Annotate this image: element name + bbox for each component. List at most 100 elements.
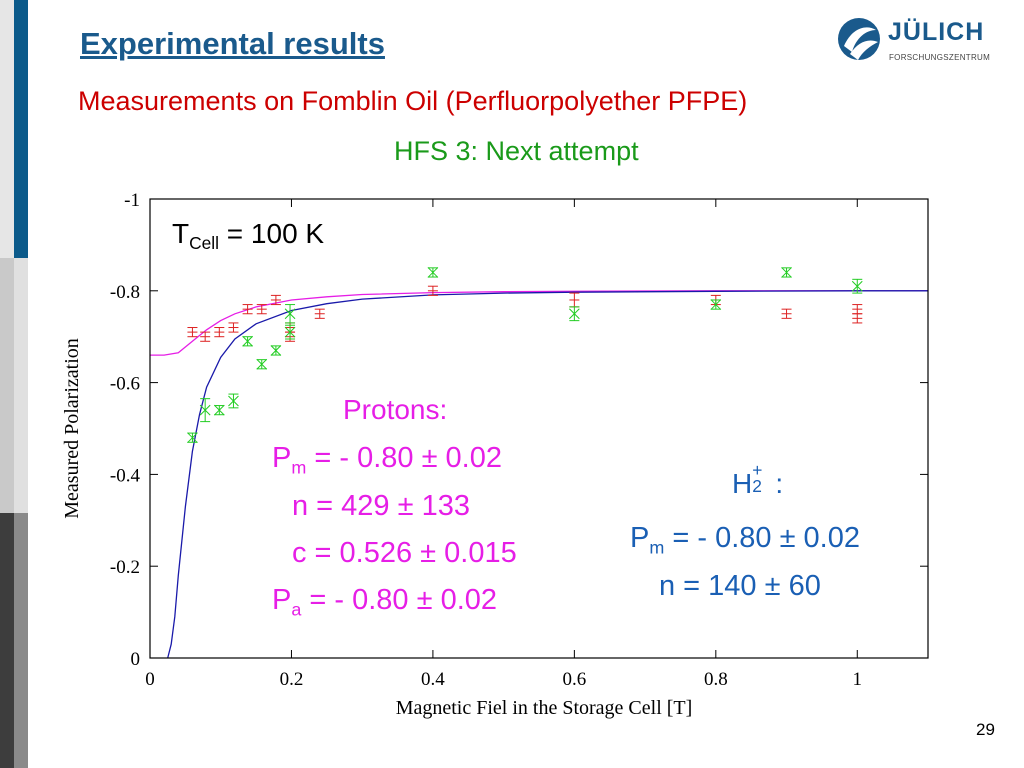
- protons-heading: Protons:: [343, 394, 448, 425]
- protons-c: c = 0.526 ± 0.015: [292, 537, 517, 569]
- h2-superscript: +: [752, 460, 763, 481]
- x-tick-label: 0: [145, 669, 155, 690]
- proton-data-point: [781, 308, 792, 319]
- h2-data-point: [851, 278, 863, 294]
- fit-curves: [150, 290, 928, 659]
- x-tick-label: 0.4: [421, 669, 445, 690]
- slide-subtitle-secondary: HFS 3: Next attempt: [394, 136, 639, 166]
- x-marker: [569, 308, 580, 320]
- side-stripe-middle-accent: [14, 258, 28, 513]
- h2-data-point: [256, 358, 268, 370]
- proton-data-point: [852, 313, 863, 324]
- side-stripe-bottom-accent: [14, 513, 28, 768]
- x-marker: [427, 267, 439, 278]
- h2-n: n = 140 ± 60: [659, 570, 821, 602]
- proton-data-point: [270, 294, 281, 306]
- h2-data-point: [228, 393, 239, 409]
- h2-data-point: [710, 299, 722, 310]
- protons-pa: Pa = - 0.80 ± 0.02: [272, 584, 498, 620]
- protons-n: n = 429 ± 133: [292, 490, 470, 522]
- h2-heading: H +2 :: [732, 460, 784, 500]
- h2-data-point: [569, 306, 580, 322]
- logo-tagline: FORSCHUNGSZENTRUM: [889, 53, 991, 62]
- t-cell-value: = 100 K: [219, 218, 325, 249]
- side-stripe-bottom: [0, 513, 28, 768]
- x-axis-title: Magnetic Fiel in the Storage Cell [T]: [396, 697, 693, 719]
- protons-pm-value: = - 0.80 ± 0.02: [306, 442, 502, 474]
- proton-data-point: [214, 327, 225, 338]
- julich-logo: JÜLICH FORSCHUNGSZENTRUM: [836, 16, 1006, 70]
- side-stripe-top: [0, 0, 28, 258]
- protons-pm-subscript: m: [291, 457, 307, 478]
- h2-pm-subscript: m: [649, 537, 665, 558]
- protons-pm-symbol: P: [272, 442, 292, 474]
- h2-fit-curve: [167, 290, 928, 659]
- y-tick-label: -0.8: [110, 282, 140, 303]
- side-stripe-top-accent: [14, 0, 28, 258]
- x-marker: [710, 299, 722, 310]
- proton-data-point: [242, 304, 253, 315]
- h2-data-point: [187, 432, 198, 444]
- protons-pa-subscript: a: [291, 599, 302, 620]
- proton-fit-curve: [150, 290, 928, 356]
- plot-frame: [149, 198, 929, 659]
- x-tick-label: 1: [853, 669, 863, 690]
- proton-data-point: [228, 322, 239, 333]
- proton-data-point: [852, 304, 863, 315]
- proton-data-point: [427, 285, 438, 296]
- x-marker: [284, 308, 296, 320]
- y-axis-title: Measured Polarization: [61, 338, 83, 519]
- h2-heading-colon: :: [767, 468, 784, 499]
- h2-symbol: H: [732, 468, 753, 499]
- h2-data-point: [427, 267, 439, 278]
- h2-data-point: [284, 304, 296, 324]
- proton-data-point: [256, 304, 267, 315]
- x-tick-label: 0.2: [280, 669, 304, 690]
- h2-data-point: [199, 398, 211, 423]
- x-marker: [781, 267, 792, 278]
- y-tick-label: -0.2: [110, 557, 140, 578]
- t-cell-subscript: Cell: [189, 233, 220, 254]
- x-marker: [242, 335, 253, 347]
- x-marker: [213, 404, 225, 416]
- h2-data-point: [284, 324, 296, 340]
- x-marker: [187, 432, 198, 444]
- data-points: [187, 267, 863, 444]
- proton-data-point: [200, 331, 211, 342]
- y-tick-label: -1: [124, 190, 140, 211]
- h2-pm-symbol: P: [630, 522, 650, 554]
- proton-data-point: [569, 292, 580, 308]
- protons-pa-value: = - 0.80 ± 0.02: [301, 584, 498, 616]
- h2-data-point: [270, 345, 282, 356]
- protons-pa-symbol: P: [272, 584, 292, 616]
- side-stripe-middle: [0, 258, 28, 513]
- slide-title: Experimental results: [80, 26, 385, 61]
- t-cell-symbol: T: [172, 218, 190, 249]
- x-axis-ticks: 0 0.2 0.4 0.6 0.8 1: [145, 199, 862, 690]
- x-marker: [199, 404, 211, 416]
- h2-pm-value: = - 0.80 ± 0.02: [664, 522, 860, 554]
- h2-data-point: [242, 335, 253, 347]
- y-axis-ticks: 0 -0.2 -0.4 -0.6 -0.8 -1: [110, 190, 928, 670]
- x-marker: [851, 280, 863, 292]
- logo-wordmark: JÜLICH: [888, 18, 985, 46]
- page-number: 29: [976, 720, 995, 739]
- h2-data-point: [781, 267, 792, 278]
- h2-subscript: 2: [752, 475, 762, 496]
- y-tick-label: 0: [131, 649, 141, 670]
- x-marker: [228, 395, 239, 407]
- julich-logo-icon: [838, 18, 880, 60]
- proton-data-point: [187, 327, 198, 338]
- h2-pm: Pm = - 0.80 ± 0.02: [630, 522, 860, 558]
- x-tick-label: 0.6: [562, 669, 586, 690]
- protons-pm: Pm = - 0.80 ± 0.02: [272, 442, 502, 478]
- h2-data-point: [213, 404, 225, 416]
- x-marker: [284, 326, 296, 338]
- y-tick-label: -0.4: [110, 465, 141, 486]
- x-marker: [256, 358, 268, 370]
- y-tick-label: -0.6: [110, 374, 140, 395]
- slide-subtitle: Measurements on Fomblin Oil (Perfluorpol…: [78, 86, 748, 116]
- x-marker: [270, 345, 282, 356]
- t-cell-label: TCell = 100 K: [172, 218, 325, 254]
